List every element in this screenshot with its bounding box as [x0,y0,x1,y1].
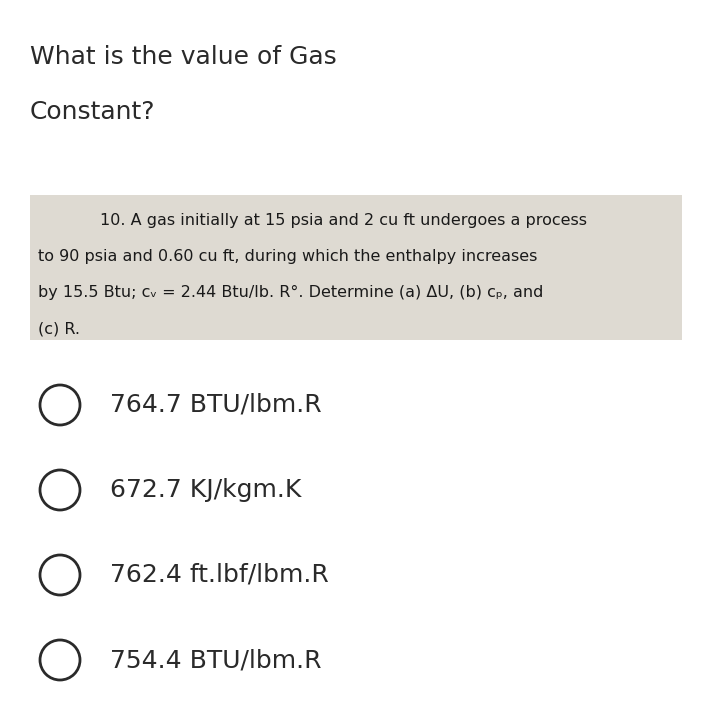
Text: to 90 psia and 0.60 cu ft, during which the enthalpy increases: to 90 psia and 0.60 cu ft, during which … [38,249,537,264]
Text: Constant?: Constant? [30,100,155,124]
Text: 764.7 BTU/lbm.R: 764.7 BTU/lbm.R [110,393,322,417]
Text: 10. A gas initially at 15 psia and 2 cu ft undergoes a process: 10. A gas initially at 15 psia and 2 cu … [100,213,587,228]
Text: 762.4 ft.lbf/lbm.R: 762.4 ft.lbf/lbm.R [110,563,329,587]
Text: 672.7 KJ/kgm.K: 672.7 KJ/kgm.K [110,478,301,502]
Text: by 15.5 Btu; cᵥ = 2.44 Btu/lb. R°. Determine (a) ΔU, (b) cₚ, and: by 15.5 Btu; cᵥ = 2.44 Btu/lb. R°. Deter… [38,285,543,300]
Text: 754.4 BTU/lbm.R: 754.4 BTU/lbm.R [110,648,322,672]
FancyBboxPatch shape [30,195,682,340]
Text: (c) R.: (c) R. [38,321,80,336]
Text: What is the value of Gas: What is the value of Gas [30,45,337,69]
